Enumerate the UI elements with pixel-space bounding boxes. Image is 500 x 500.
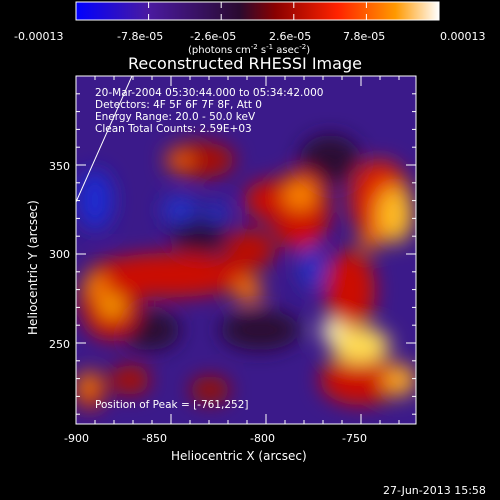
axis-ticks: [75, 75, 416, 424]
timestamp: 27-Jun-2013 15:58: [383, 484, 486, 497]
y-tick-label: 350: [49, 160, 70, 173]
colorbar-gradient: [75, 1, 440, 21]
image-annotations: 20-Mar-2004 05:30:44.000 to 05:34:42.000…: [95, 87, 323, 411]
heatmap-image: [76, 76, 416, 424]
colorbar-tick-5: 0.00013: [440, 30, 486, 43]
x-tick-label: -800: [250, 432, 275, 445]
x-axis-title: Heliocentric X (arcsec): [171, 449, 307, 463]
plot-title: Reconstructed RHESSI Image: [128, 54, 362, 73]
colorbar-tick-3: 2.6e-05: [269, 30, 311, 43]
y-tick-label: 300: [49, 248, 70, 261]
y-axis-title: Heliocentric Y (arcsec): [26, 200, 40, 335]
colorbar-tick-4: 7.8e-05: [343, 30, 385, 43]
annotation-detectors: Detectors: 4F 5F 6F 7F 8F, Att 0: [95, 99, 262, 111]
annotation-peak: Position of Peak = [-761,252]: [95, 399, 249, 411]
plot-frame: [75, 75, 417, 425]
x-tick-label: -750: [342, 432, 367, 445]
colorbar-tick-0: -0.00013: [14, 30, 63, 43]
colorbar-tick-1: -7.8e-05: [117, 30, 163, 43]
annotation-energy: Energy Range: 20.0 - 50.0 keV: [95, 111, 256, 123]
solar-limb-line: [76, 76, 133, 203]
colorbar: -0.00013 -7.8e-05 -2.6e-05 2.6e-05 7.8e-…: [14, 1, 486, 56]
colorbar-units: (photons cm-2 s-1 asec-2): [188, 43, 310, 56]
x-tick-label: -850: [142, 432, 167, 445]
x-tick-label: -900: [64, 432, 89, 445]
annotation-time: 20-Mar-2004 05:30:44.000 to 05:34:42.000: [95, 87, 323, 99]
colorbar-tick-2: -2.6e-05: [190, 30, 236, 43]
annotation-counts: Clean Total Counts: 2.59E+03: [95, 123, 252, 135]
y-tick-label: 250: [49, 338, 70, 351]
